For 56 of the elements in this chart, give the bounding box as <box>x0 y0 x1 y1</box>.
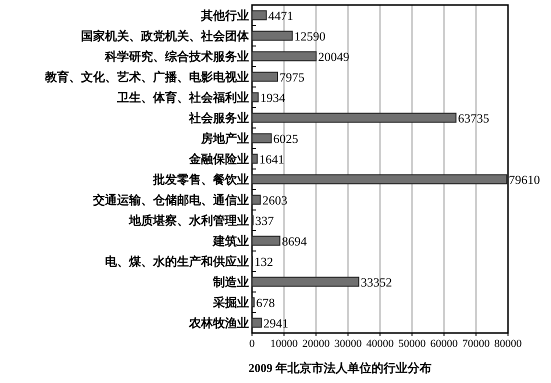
data-label: 4471 <box>268 8 294 23</box>
x-tick-label: 50000 <box>398 338 426 350</box>
y-tick-label: 其他行业 <box>200 8 249 22</box>
data-label: 33352 <box>360 275 392 290</box>
y-tick-label: 地质堪察、水利管理业 <box>128 213 249 228</box>
bar <box>252 174 508 184</box>
bar <box>252 318 262 328</box>
y-tick-label: 房地产业 <box>200 131 249 146</box>
data-label: 1934 <box>260 90 286 105</box>
data-label: 337 <box>255 214 274 228</box>
y-tick-label: 交通运输、仓储邮电、通信业 <box>92 192 249 207</box>
bar <box>252 72 278 82</box>
y-tick-label: 农林牧渔业 <box>188 316 249 330</box>
y-tick-label: 国家机关、政党机关、社会团体 <box>81 28 250 43</box>
bar <box>252 236 280 246</box>
data-label: 20049 <box>318 50 350 64</box>
y-tick-label: 建筑业 <box>212 234 249 248</box>
data-label: 6025 <box>273 132 298 146</box>
y-tick-label: 社会服务业 <box>188 110 249 125</box>
bar <box>252 276 360 287</box>
data-label: 12590 <box>294 29 326 44</box>
y-tick-label: 教育、文化、艺术、广播、电影电视业 <box>44 70 249 84</box>
bar <box>252 194 261 205</box>
y-tick-label: 批发零售、餐饮业 <box>152 172 249 186</box>
data-label: 7975 <box>280 70 305 84</box>
y-tick-label: 卫生、体育、社会福利业 <box>116 90 249 104</box>
x-tick-label: 40000 <box>366 338 394 350</box>
bar <box>252 30 293 41</box>
bar <box>252 10 267 20</box>
y-tick-label: 金融保险业 <box>188 152 249 166</box>
x-tick-label: 30000 <box>334 338 362 350</box>
data-label: 678 <box>256 296 275 310</box>
text: 2009 年北京市法人单位的行业分布 <box>248 361 432 375</box>
bar <box>252 133 272 144</box>
y-tick-label: 采掘业 <box>212 295 249 310</box>
data-label: 1641 <box>259 152 284 166</box>
data-label: 2941 <box>263 316 288 330</box>
data-label: 79610 <box>508 172 540 187</box>
data-label: 2603 <box>262 193 288 208</box>
x-tick-label: 20000 <box>302 338 330 350</box>
x-tick-label: 70000 <box>462 338 490 350</box>
data-label: 132 <box>254 254 274 269</box>
y-tick-label: 科学研究、综合技术服务业 <box>104 49 249 64</box>
x-tick-label: 0 <box>249 338 256 350</box>
bar <box>252 154 258 164</box>
y-tick-label: 电、煤、水的生产和供应业 <box>105 254 249 268</box>
bar <box>252 92 259 102</box>
bar <box>252 297 255 308</box>
bar <box>252 51 317 62</box>
x-tick-label: 80000 <box>494 338 522 350</box>
bar <box>252 112 456 123</box>
x-tick-label: 10000 <box>270 338 298 350</box>
data-label: 63735 <box>458 111 490 126</box>
x-tick-label: 60000 <box>430 338 458 350</box>
y-tick-label: 制造业 <box>212 274 249 289</box>
data-label: 8694 <box>282 234 308 248</box>
